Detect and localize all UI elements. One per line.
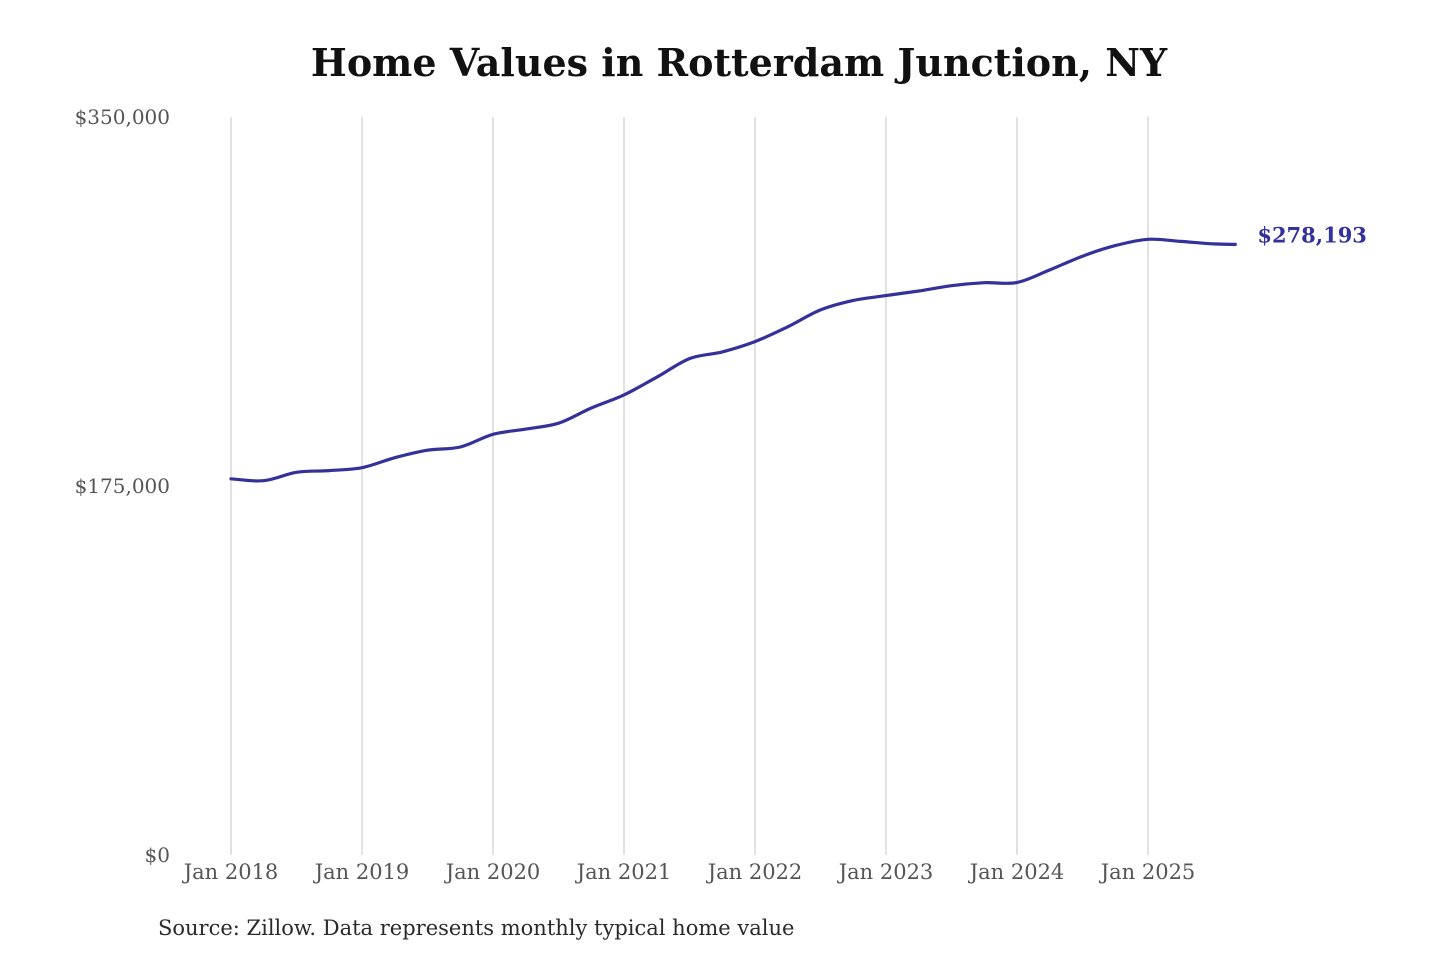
y-tick-label: $0 (145, 843, 170, 867)
series-end-label: $278,193 (1257, 222, 1367, 247)
end-label-layer: $278,193 (1257, 222, 1367, 247)
gridlines (230, 117, 1149, 855)
x-tick-label: Jan 2019 (313, 860, 410, 884)
x-tick-label: Jan 2023 (837, 860, 934, 884)
x-tick-label: Jan 2022 (706, 860, 803, 884)
series-line (229, 237, 1237, 483)
chart-title: Home Values in Rotterdam Junction, NY (310, 40, 1168, 85)
y-tick-label: $175,000 (75, 474, 170, 498)
x-axis: Jan 2018 Jan 2019 Jan 2020 Jan 2021 Jan 2022… (182, 860, 1196, 884)
y-tick-label: $350,000 (75, 105, 170, 129)
x-tick-label: Jan 2018 (182, 860, 279, 884)
x-tick-label: Jan 2024 (968, 860, 1065, 884)
series-layer (229, 237, 1237, 483)
x-tick-label: Jan 2025 (1099, 860, 1196, 884)
source-note: Source: Zillow. Data represents monthly … (158, 916, 795, 940)
x-tick-label: Jan 2020 (444, 860, 541, 884)
y-axis: $0 $175,000 $350,000 (75, 105, 170, 867)
x-tick-label: Jan 2021 (575, 860, 672, 884)
